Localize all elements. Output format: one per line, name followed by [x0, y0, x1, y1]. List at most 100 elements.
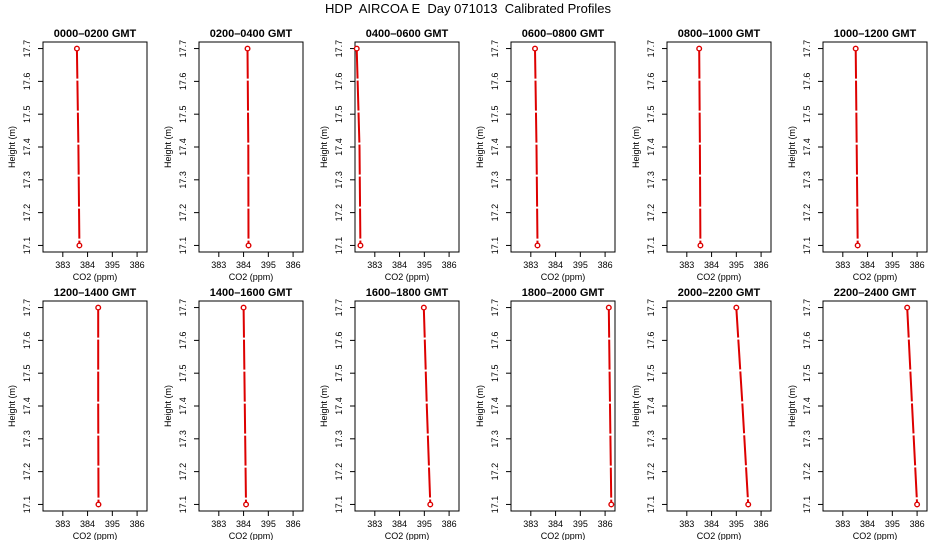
panel-title: 1400–1600 GMT — [210, 287, 293, 299]
x-tick-label: 395 — [729, 519, 744, 529]
x-tick-label: 395 — [105, 519, 120, 529]
x-tick-label: 395 — [573, 519, 588, 529]
y-tick-label: 17.4 — [22, 397, 32, 415]
x-tick-label: 395 — [261, 260, 276, 270]
y-tick-label: 17.3 — [490, 430, 500, 448]
x-tick-label: 384 — [860, 260, 875, 270]
y-tick-label: 17.7 — [22, 299, 32, 317]
profile-panel: 0800–1000 GMT 383 384 395 386 CO2 (ppm) 17.1 17… — [631, 28, 772, 282]
y-tick-label: 17.3 — [802, 430, 812, 448]
x-axis-label: CO2 (ppm) — [385, 272, 430, 282]
profile-point — [357, 242, 364, 249]
x-axis-label: CO2 (ppm) — [73, 272, 118, 282]
y-tick-label: 17.7 — [646, 299, 656, 317]
x-tick-label: 386 — [910, 260, 925, 270]
y-tick-label: 17.6 — [334, 73, 344, 91]
x-tick-label: 386 — [286, 260, 301, 270]
y-tick-label: 17.2 — [22, 204, 32, 222]
x-tick-label: 383 — [679, 519, 694, 529]
profile-line — [246, 48, 250, 246]
x-tick-label: 383 — [835, 260, 850, 270]
y-tick-label: 17.7 — [646, 40, 656, 58]
y-tick-label: 17.2 — [22, 463, 32, 481]
profile-point — [76, 242, 83, 249]
y-tick-label: 17.1 — [334, 237, 344, 255]
y-tick-label: 17.3 — [22, 430, 32, 448]
x-axis-label: CO2 (ppm) — [73, 531, 118, 540]
x-axis-label: CO2 (ppm) — [697, 531, 742, 540]
y-tick-label: 17.2 — [490, 204, 500, 222]
y-tick-label: 17.7 — [802, 40, 812, 58]
y-tick-label: 17.5 — [22, 364, 32, 382]
y-tick-label: 17.5 — [178, 364, 188, 382]
y-tick-label: 17.7 — [490, 299, 500, 317]
y-tick-label: 17.3 — [178, 430, 188, 448]
plot-frame — [354, 300, 460, 512]
plot-frame — [666, 41, 772, 253]
y-tick-label: 17.4 — [490, 397, 500, 415]
x-axis-label: CO2 (ppm) — [541, 531, 586, 540]
y-tick-label: 17.5 — [802, 364, 812, 382]
y-tick-label: 17.4 — [334, 397, 344, 415]
profile-line — [906, 307, 919, 505]
x-tick-label: 386 — [598, 519, 613, 529]
panel-title: 0600–0800 GMT — [522, 28, 605, 40]
plot-frame — [822, 41, 928, 253]
y-tick-label: 17.2 — [802, 463, 812, 481]
x-tick-label: 384 — [80, 519, 95, 529]
profile-point — [914, 501, 921, 508]
x-tick-label: 386 — [442, 519, 457, 529]
profile-point — [608, 501, 615, 508]
y-tick-label: 17.1 — [22, 496, 32, 514]
y-tick-label: 17.1 — [646, 496, 656, 514]
y-tick-label: 17.4 — [178, 138, 188, 156]
y-axis-label: Height (m) — [319, 126, 329, 168]
x-tick-label: 395 — [885, 260, 900, 270]
panel-title: 1000–1200 GMT — [834, 28, 917, 40]
y-axis-label: Height (m) — [631, 385, 641, 427]
profile-line — [75, 48, 81, 246]
profile-point — [854, 242, 861, 249]
x-tick-label: 384 — [548, 260, 563, 270]
panel-title: 0400–0600 GMT — [366, 28, 449, 40]
y-tick-label: 17.3 — [22, 171, 32, 189]
profile-point — [696, 45, 703, 52]
x-tick-label: 386 — [910, 519, 925, 529]
y-tick-label: 17.1 — [178, 496, 188, 514]
y-tick-label: 17.1 — [802, 496, 812, 514]
y-tick-label: 17.1 — [490, 496, 500, 514]
x-tick-label: 384 — [704, 260, 719, 270]
x-tick-label: 395 — [261, 519, 276, 529]
profile-panel: 0200–0400 GMT 383 384 395 386 CO2 (ppm) 17.1 17… — [163, 28, 304, 282]
x-tick-label: 384 — [236, 260, 251, 270]
profile-panel: 1000–1200 GMT 383 384 395 386 CO2 (ppm) 17.1 17… — [787, 28, 928, 282]
x-tick-label: 386 — [130, 519, 145, 529]
profile-point — [532, 45, 539, 52]
y-tick-label: 17.7 — [334, 40, 344, 58]
y-tick-label: 17.1 — [490, 237, 500, 255]
x-tick-label: 386 — [286, 519, 301, 529]
panel-title: 1600–1800 GMT — [366, 287, 449, 299]
y-tick-label: 17.3 — [802, 171, 812, 189]
profile-panel: 1600–1800 GMT 383 384 395 386 CO2 (ppm) 17.1 17… — [319, 287, 460, 540]
x-tick-label: 395 — [417, 519, 432, 529]
x-tick-label: 395 — [729, 260, 744, 270]
plot-frame — [666, 300, 772, 512]
x-axis-label: CO2 (ppm) — [853, 272, 898, 282]
profile-point — [852, 45, 859, 52]
x-tick-label: 383 — [523, 260, 538, 270]
y-axis-label: Height (m) — [163, 126, 173, 168]
x-tick-label: 386 — [598, 260, 613, 270]
x-tick-label: 383 — [367, 260, 382, 270]
y-tick-label: 17.5 — [178, 105, 188, 123]
y-tick-label: 17.1 — [802, 237, 812, 255]
x-tick-label: 384 — [860, 519, 875, 529]
y-tick-label: 17.6 — [490, 332, 500, 350]
panel-title: 2200–2400 GMT — [834, 287, 917, 299]
y-tick-label: 17.2 — [646, 204, 656, 222]
y-tick-label: 17.4 — [178, 397, 188, 415]
profile-panel: 1400–1600 GMT 383 384 395 386 CO2 (ppm) 17.1 17… — [163, 287, 304, 540]
y-tick-label: 17.2 — [490, 463, 500, 481]
y-tick-label: 17.7 — [22, 40, 32, 58]
